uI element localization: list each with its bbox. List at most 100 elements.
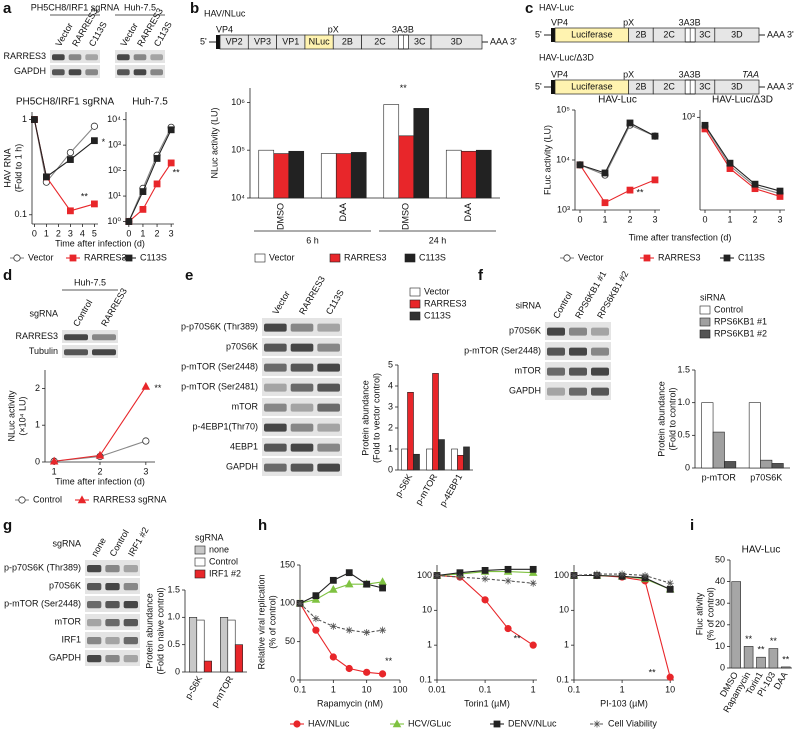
genome-box-label: VP2 [226, 36, 243, 46]
legend-swatch [194, 569, 206, 579]
data-point [329, 576, 337, 584]
five-prime: 5' [535, 29, 542, 39]
blot-band [133, 54, 147, 61]
blot-band [591, 347, 609, 356]
lane-label: none [89, 536, 108, 558]
y-axis-label: (% of control) [267, 595, 277, 649]
blot-band [317, 343, 340, 352]
bar [445, 149, 462, 199]
y-tick-label: 1 [564, 640, 569, 650]
blot-band [290, 383, 314, 392]
y-tick-label: 20 [715, 619, 725, 629]
chart-title: PH5CH8/IRF1 sgRNA [16, 97, 115, 108]
series-line [704, 126, 781, 195]
genome-top-label: VP4 [551, 69, 568, 79]
blot-band [105, 655, 120, 663]
bar [196, 619, 205, 673]
y-tick-label: 1 [388, 443, 393, 453]
blot-band [87, 583, 102, 591]
bar [712, 431, 725, 469]
legend-label: C113S [738, 252, 765, 262]
y-tick-label: 30 [715, 598, 725, 608]
x-tick-label: 1 [620, 684, 625, 694]
data-point [651, 176, 659, 184]
data-point [141, 381, 151, 390]
x-tick-label: p-S6K [183, 674, 204, 701]
data-point [329, 584, 338, 593]
x-tick-label: 0.01 [428, 684, 446, 694]
data-point [125, 218, 133, 225]
blot-band [264, 383, 287, 392]
panel-letter: d [3, 267, 12, 284]
legend-label: RARRES3 sgRNA [93, 494, 167, 504]
blot-band [264, 403, 287, 412]
blot-band [317, 443, 340, 452]
legend-swatch [409, 287, 421, 297]
bar [203, 660, 212, 673]
blot-band [85, 69, 98, 76]
data-point [167, 159, 175, 167]
y-axis-label: (Fold to naive control) [155, 587, 165, 674]
bar [438, 439, 445, 471]
data-point [651, 132, 659, 140]
legend-swatch [194, 545, 206, 555]
legend-label: DENV/NLuc [508, 718, 557, 728]
blot-band [569, 347, 587, 356]
lane-label: C113S [324, 288, 346, 316]
blot-band [264, 463, 287, 472]
data-point [529, 565, 537, 573]
blot-band [92, 349, 116, 356]
bar [350, 152, 367, 199]
y-tick-label: 2 [35, 383, 40, 393]
legend-swatch [404, 253, 416, 263]
y-tick-label: 10³ [682, 112, 695, 122]
blot-band [87, 637, 102, 645]
data-point [701, 121, 709, 129]
genome-box-label: 2C [663, 81, 675, 91]
series-line [579, 124, 656, 176]
genome-box-label: VP3 [254, 36, 271, 46]
genome-box-label: 3C [414, 36, 426, 46]
y-tick-label: 0.5 [677, 430, 690, 440]
series-line [128, 162, 172, 222]
data-point [481, 566, 489, 574]
data-point [30, 116, 38, 123]
data-point [751, 180, 759, 188]
x-tick-label: DAA [338, 203, 348, 222]
legend-marker [493, 720, 501, 728]
blot-row-label: p70S6K [509, 325, 541, 335]
blot-band [117, 54, 130, 61]
blot-row-label: p-p70S6K (Thr389) [181, 321, 258, 331]
blot-band [133, 69, 147, 76]
blot-row-label: p70S6K [49, 580, 81, 590]
legend-label: Cell Viability [608, 718, 657, 728]
blot-band [264, 323, 287, 332]
y-tick-label: 1.5 [677, 364, 690, 374]
y-tick-label: 10 [422, 605, 432, 615]
x-tick-label: 2 [155, 228, 160, 238]
data-point [379, 584, 386, 592]
blot-band [105, 619, 120, 627]
y-axis-label: Relative viral replication [256, 574, 266, 669]
data-point [95, 450, 105, 459]
bar [748, 402, 761, 469]
legend-swatch [699, 329, 711, 339]
genome-top-label: 3A [679, 17, 690, 27]
data-point [504, 577, 512, 585]
legend-label: Control [209, 556, 238, 566]
lane-label: RARRES3 [99, 286, 129, 328]
blot-band [52, 69, 65, 76]
y-tick-label: 5 [388, 359, 393, 369]
legend-label: HAV/NLuc [308, 718, 350, 728]
y-tick-label: 40 [715, 576, 725, 586]
construct-title: HAV-Luc/Δ3D [539, 52, 594, 62]
blot-row-label: p-p70S6K (Thr389) [4, 562, 81, 572]
y-tick-label: 1 [35, 420, 40, 430]
bar [432, 373, 439, 471]
blot-band [317, 463, 340, 472]
y-axis-label: Fluc ativity [694, 592, 704, 635]
x-tick-label: 1 [727, 214, 732, 224]
data-point [345, 569, 353, 577]
data-point [49, 456, 59, 465]
blot-band [290, 403, 314, 412]
